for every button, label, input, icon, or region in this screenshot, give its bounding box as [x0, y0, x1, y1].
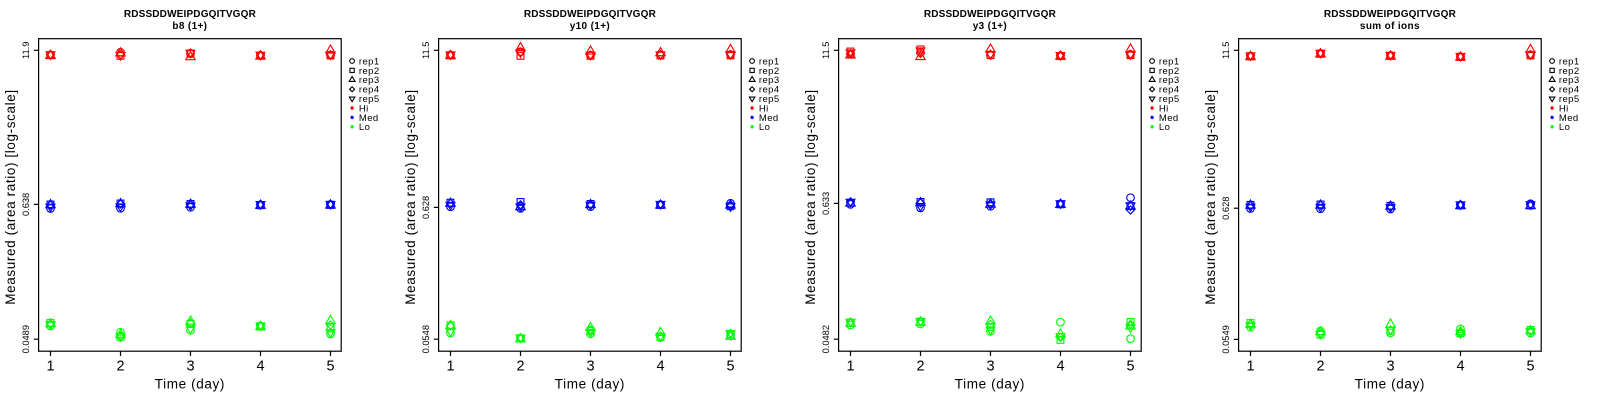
svg-text:0.0549: 0.0549	[1221, 325, 1231, 353]
svg-text:rep1: rep1	[1159, 56, 1180, 67]
svg-text:Med: Med	[1559, 113, 1579, 124]
svg-text:5: 5	[1526, 359, 1534, 375]
svg-text:Measured (area ratio) [log-sca: Measured (area ratio) [log-scale]	[403, 89, 418, 305]
svg-text:Med: Med	[759, 113, 779, 124]
svg-text:0.0548: 0.0548	[421, 325, 431, 353]
svg-text:0.638: 0.638	[21, 193, 31, 216]
svg-text:rep4: rep4	[759, 85, 780, 96]
svg-text:Time (day): Time (day)	[155, 377, 225, 392]
svg-text:RDSSDDWEIPDGQITVGQR: RDSSDDWEIPDGQITVGQR	[924, 9, 1057, 20]
svg-text:rep5: rep5	[759, 94, 780, 105]
svg-text:2: 2	[516, 359, 524, 375]
svg-text:Med: Med	[1159, 113, 1179, 124]
svg-text:5: 5	[326, 359, 334, 375]
svg-text:Lo: Lo	[1159, 122, 1170, 133]
svg-text:11.9: 11.9	[21, 42, 31, 59]
svg-text:rep5: rep5	[1159, 94, 1180, 105]
svg-text:rep2: rep2	[1159, 66, 1180, 77]
svg-text:4: 4	[256, 359, 264, 375]
svg-text:1: 1	[1246, 359, 1254, 375]
svg-text:rep3: rep3	[359, 75, 380, 86]
svg-text:rep4: rep4	[1159, 85, 1180, 96]
svg-text:0.0482: 0.0482	[821, 325, 831, 353]
svg-text:11.5: 11.5	[421, 42, 431, 59]
svg-text:1: 1	[846, 359, 854, 375]
svg-text:4: 4	[1456, 359, 1464, 375]
svg-text:sum of ions: sum of ions	[1360, 21, 1420, 32]
svg-text:0.628: 0.628	[421, 196, 431, 219]
svg-text:rep3: rep3	[1559, 75, 1580, 86]
svg-text:2: 2	[1316, 359, 1324, 375]
svg-text:5: 5	[726, 359, 734, 375]
svg-text:1: 1	[46, 359, 54, 375]
svg-text:rep1: rep1	[1559, 56, 1580, 67]
svg-text:1: 1	[446, 359, 454, 375]
svg-text:rep5: rep5	[1559, 94, 1580, 105]
svg-text:Measured (area ratio) [log-sca: Measured (area ratio) [log-scale]	[803, 89, 818, 305]
svg-text:rep4: rep4	[1559, 85, 1580, 96]
svg-text:4: 4	[656, 359, 664, 375]
svg-text:rep3: rep3	[1159, 75, 1180, 86]
svg-text:y10 (1+): y10 (1+)	[570, 21, 610, 32]
svg-text:2: 2	[116, 359, 124, 375]
svg-text:Time (day): Time (day)	[555, 377, 625, 392]
svg-text:11.5: 11.5	[821, 42, 831, 59]
svg-text:Lo: Lo	[759, 122, 770, 133]
svg-text:0.0489: 0.0489	[21, 325, 31, 353]
svg-text:rep4: rep4	[359, 85, 380, 96]
svg-text:4: 4	[1056, 359, 1064, 375]
svg-text:rep3: rep3	[759, 75, 780, 86]
svg-text:rep2: rep2	[1559, 66, 1580, 77]
svg-text:2: 2	[916, 359, 924, 375]
svg-text:b8 (1+): b8 (1+)	[172, 21, 207, 32]
svg-text:rep5: rep5	[359, 94, 380, 105]
svg-text:11.5: 11.5	[1221, 42, 1231, 59]
svg-text:3: 3	[586, 359, 594, 375]
svg-text:3: 3	[186, 359, 194, 375]
svg-text:3: 3	[1386, 359, 1394, 375]
svg-text:5: 5	[1126, 359, 1134, 375]
svg-text:3: 3	[986, 359, 994, 375]
svg-text:Measured (area ratio) [log-sca: Measured (area ratio) [log-scale]	[1203, 89, 1218, 305]
svg-text:Lo: Lo	[359, 122, 370, 133]
svg-text:0.633: 0.633	[821, 192, 831, 215]
svg-text:0.628: 0.628	[1221, 197, 1231, 220]
svg-text:rep1: rep1	[359, 56, 380, 67]
svg-text:Med: Med	[359, 113, 379, 124]
svg-text:RDSSDDWEIPDGQITVGQR: RDSSDDWEIPDGQITVGQR	[124, 9, 257, 20]
svg-text:Time (day): Time (day)	[955, 377, 1025, 392]
svg-text:RDSSDDWEIPDGQITVGQR: RDSSDDWEIPDGQITVGQR	[524, 9, 657, 20]
svg-text:Hi: Hi	[1159, 103, 1169, 114]
svg-text:Hi: Hi	[1559, 103, 1569, 114]
svg-text:RDSSDDWEIPDGQITVGQR: RDSSDDWEIPDGQITVGQR	[1324, 9, 1457, 20]
svg-text:rep1: rep1	[759, 56, 780, 67]
svg-text:y3 (1+): y3 (1+)	[973, 21, 1007, 32]
svg-text:Hi: Hi	[759, 103, 769, 114]
svg-text:Hi: Hi	[359, 103, 369, 114]
svg-text:Lo: Lo	[1559, 122, 1570, 133]
svg-text:Measured (area ratio) [log-sca: Measured (area ratio) [log-scale]	[3, 89, 18, 305]
svg-text:rep2: rep2	[359, 66, 380, 77]
svg-text:rep2: rep2	[759, 66, 780, 77]
svg-text:Time (day): Time (day)	[1355, 377, 1425, 392]
